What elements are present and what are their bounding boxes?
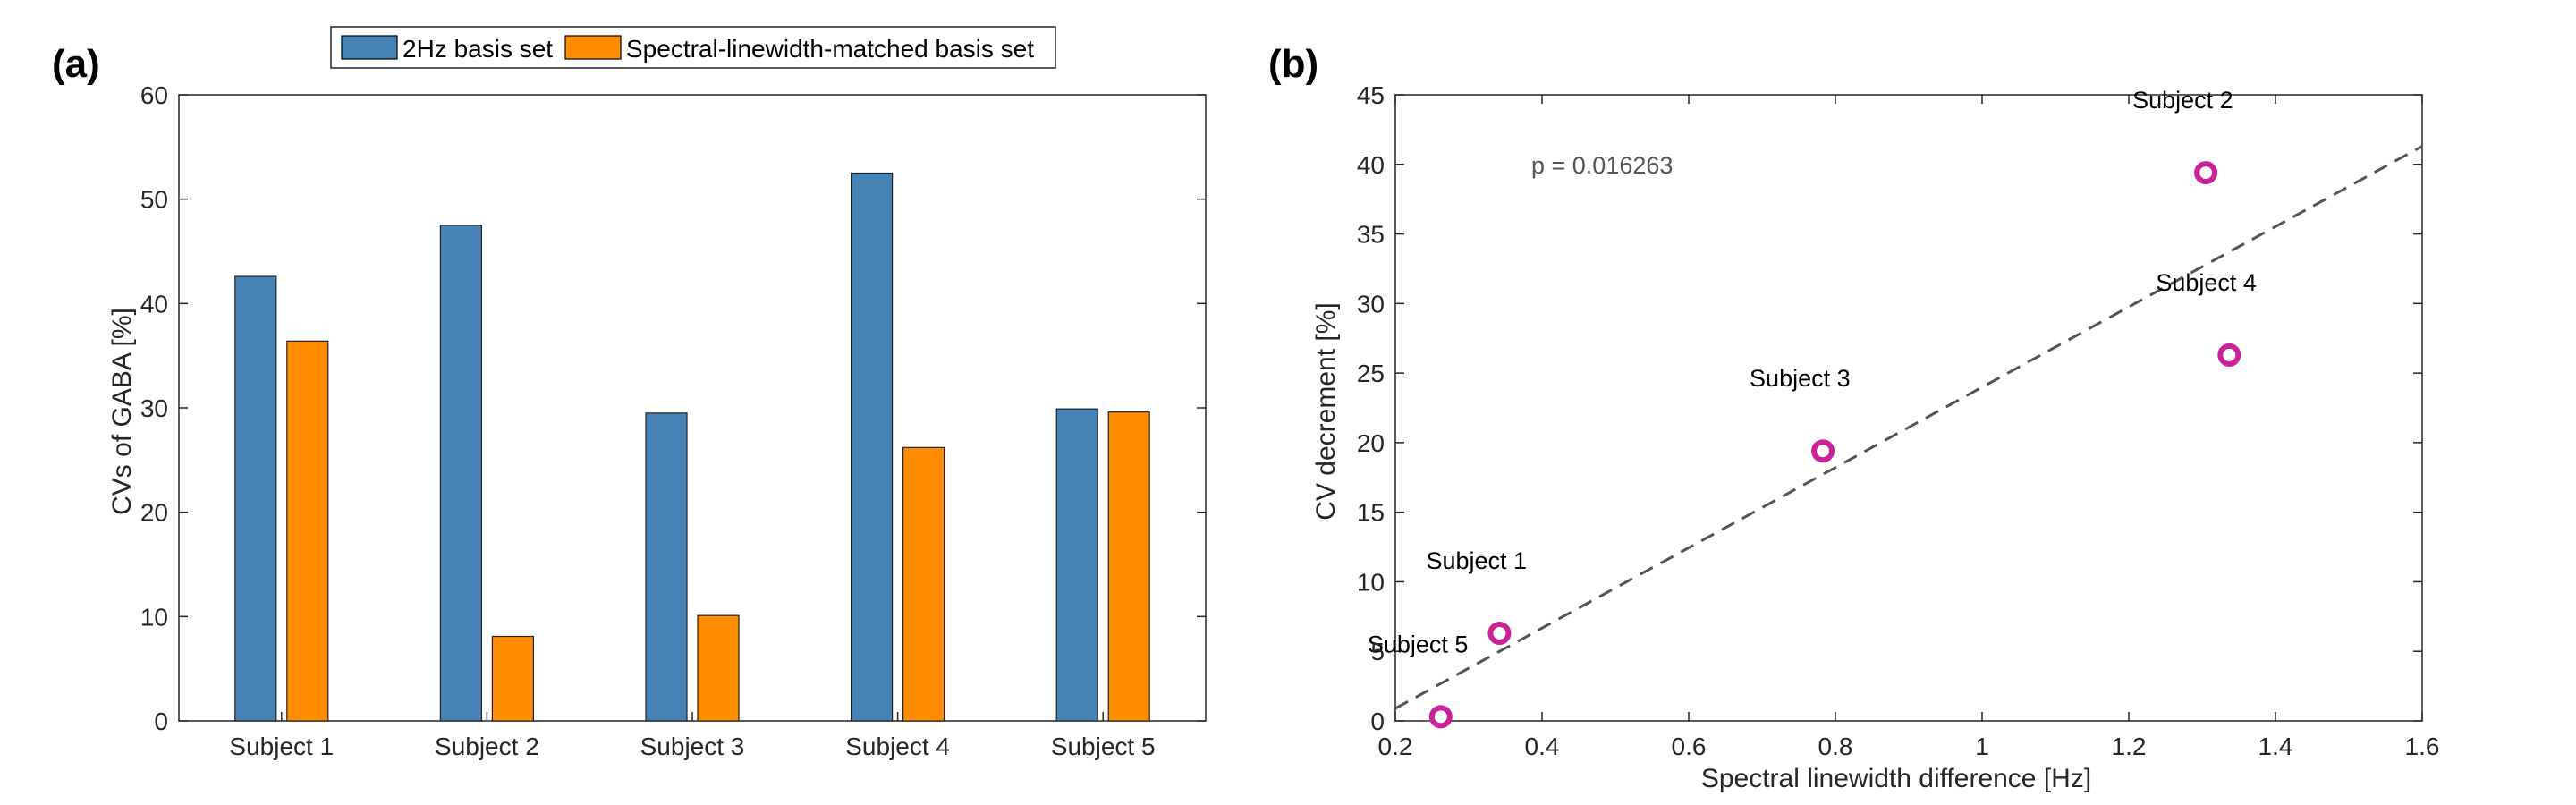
panel-b-xtick-label: 0.4	[1525, 733, 1560, 760]
panel-b-xtick-label: 1	[1975, 733, 1989, 760]
panel-a-xtick-label: Subject 3	[640, 733, 745, 760]
panel-b-xtick-label: 1.6	[2405, 733, 2440, 760]
panel-a-legend: 2Hz basis set Spectral-linewidth-matched…	[330, 26, 1056, 69]
panel-b-ytick-label: 5	[1370, 638, 1385, 665]
panel-a-xtick-label: Subject 1	[229, 733, 334, 760]
legend-box	[330, 26, 1056, 69]
panel-a-axes	[178, 94, 1207, 722]
panel-b-ytick-label: 30	[1357, 290, 1385, 318]
bar-matched-subject-3	[697, 614, 740, 722]
point-label-subject-2: Subject 2	[2132, 87, 2233, 114]
panel-b-xtick-label: 0.6	[1672, 733, 1707, 760]
scatter-point-subject-5	[1428, 705, 1453, 729]
bar-matched-subject-2	[491, 635, 535, 722]
bar-2hz-subject-2	[439, 225, 482, 722]
scatter-point-subject-1	[1487, 622, 1512, 645]
panel-b-ytick-label: 25	[1357, 360, 1385, 387]
panel-b-plot-frame	[1394, 94, 2423, 722]
panel-a-y-axis-label: CVs of GABA [%]	[107, 308, 137, 515]
panel-a-ytick-label: 0	[154, 708, 168, 735]
panel-a-xtick-label: Subject 2	[435, 733, 539, 760]
legend-swatch-2hz	[341, 35, 398, 60]
scatter-point-subject-3	[1811, 439, 1835, 463]
panel-b-ytick-label: 45	[1357, 81, 1385, 109]
bar-matched-subject-5	[1107, 411, 1150, 722]
panel-a-bars	[234, 172, 1150, 722]
panel-b-label: (b)	[1268, 42, 1318, 86]
panel-b-xtick-label: 0.8	[1818, 733, 1853, 760]
point-label-subject-4: Subject 4	[2156, 269, 2257, 296]
panel-b-x-axis-label: Spectral linewidth difference [Hz]	[1701, 764, 2091, 793]
panel-a-plot-frame	[178, 94, 1207, 722]
bar-2hz-subject-4	[850, 172, 894, 722]
legend-label-matched: Spectral-linewidth-matched basis set	[626, 35, 1034, 63]
legend-label-2hz: 2Hz basis set	[402, 35, 553, 63]
panel-b-ytick-label: 40	[1357, 151, 1385, 179]
panel-b-xtick-label: 1.4	[2258, 733, 2293, 760]
legend-swatch-matched	[564, 35, 622, 60]
panel-a-xtick-label: Subject 4	[845, 733, 950, 760]
panel-b-tick-labels: 0.2 0.4 0.6 0.8 1 1.2 1.4 1.6 0 5 10 15 20 25 30 35 40 45	[1357, 81, 2440, 760]
panel-a-label: (a)	[52, 42, 100, 86]
scatter-point-subject-4	[2217, 343, 2241, 367]
bar-2hz-subject-3	[645, 412, 688, 722]
bar-matched-subject-1	[286, 340, 329, 722]
panel-a-ytick-label: 60	[140, 81, 168, 109]
panel-b-points: Subject 1 Subject 2 Subject 3 Subject 4 Subj…	[1368, 87, 2257, 729]
p-value-annotation: p = 0.016263	[1531, 152, 1673, 179]
bar-matched-subject-4	[902, 446, 945, 722]
panel-b-ytick-label: 35	[1357, 221, 1385, 249]
panel-a-ytick-label: 40	[140, 290, 168, 318]
scatter-point-subject-2	[2194, 161, 2218, 185]
panel-b-fit-line	[1394, 145, 2423, 710]
panel-a-tick-labels: 0 10 20 30 40 50 60 Subject 1 Subject 2 Subject 3…	[140, 81, 1156, 760]
panel-b-ytick-label: 15	[1357, 499, 1385, 527]
point-label-subject-1: Subject 1	[1426, 547, 1527, 574]
panel-b-scatter-plot: (b) Subject 1 Subject 2 Subject 3 Subject 4…	[1268, 42, 2439, 793]
panel-b-axes	[1394, 94, 2423, 722]
panel-b-ytick-label: 10	[1357, 568, 1385, 596]
panel-a-ytick-label: 10	[140, 603, 168, 631]
panel-b-xtick-label: 1.2	[2112, 733, 2147, 760]
regression-fit-line	[1394, 145, 2423, 710]
panel-a-ytick-label: 30	[140, 394, 168, 422]
panel-a-bar-chart: (a) 0 10 20 30 40 50 60 Subject 1 Subject 2 Subje…	[52, 26, 1207, 760]
bar-2hz-subject-5	[1055, 408, 1098, 722]
point-label-subject-5: Subject 5	[1368, 631, 1469, 657]
panel-b-ytick-label: 0	[1370, 708, 1385, 735]
bar-2hz-subject-1	[234, 275, 277, 722]
panel-a-ytick-label: 20	[140, 499, 168, 527]
panel-b-ytick-label: 20	[1357, 429, 1385, 457]
panel-a-xtick-label: Subject 5	[1051, 733, 1156, 760]
panel-b-y-axis-label: CV decrement [%]	[1311, 302, 1341, 520]
panel-b-xtick-label: 0.2	[1378, 733, 1413, 760]
point-label-subject-3: Subject 3	[1750, 365, 1851, 392]
panel-a-ytick-label: 50	[140, 186, 168, 214]
